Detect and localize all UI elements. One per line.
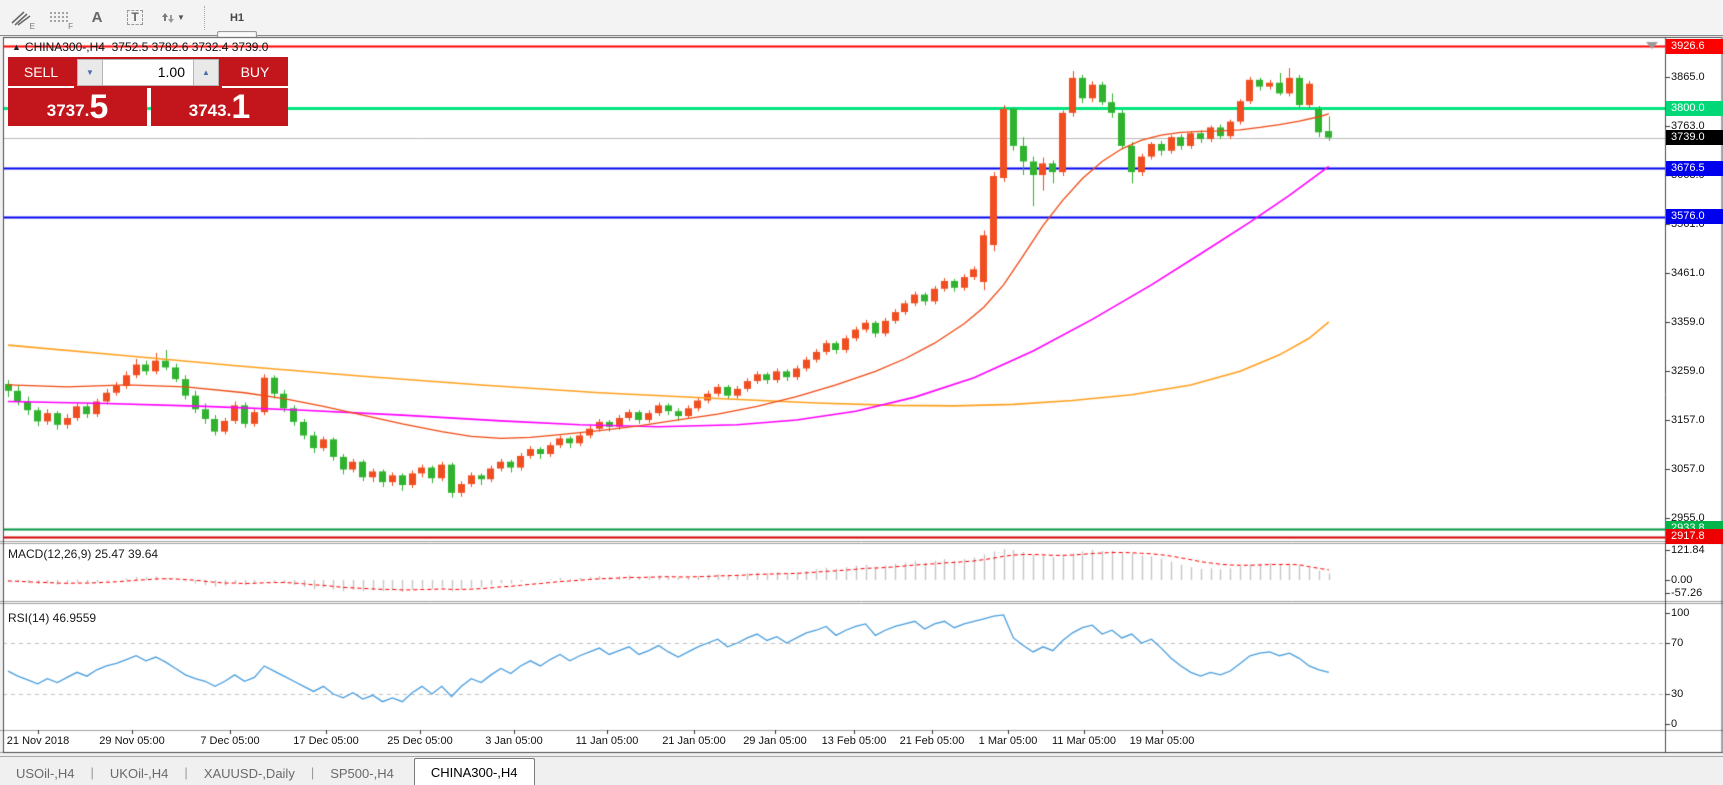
price-axis-tick-label: 3461.0 (1671, 267, 1705, 279)
time-axis-label: 3 Jan 05:00 (485, 735, 543, 747)
time-axis-label: 29 Nov 05:00 (99, 735, 165, 747)
time-axis-label: 13 Feb 05:00 (821, 735, 887, 747)
time-axis-label: 1 Mar 05:00 (978, 735, 1038, 747)
tab-ukoil-h4[interactable]: UKOil-,H4 (109, 766, 169, 781)
rsi-scale-label: 30 (1671, 688, 1684, 700)
price-level-label-2917.8: 2917.8 (1666, 529, 1723, 545)
macd-scale-label: -57.26 (1671, 587, 1703, 599)
price-axis-tick-label: 3763.0 (1671, 120, 1705, 132)
buy-price-pip: 1 (231, 88, 251, 126)
price-level-label-3926.6: 3926.6 (1666, 38, 1723, 54)
price-axis-tick-label: 2955.0 (1671, 512, 1705, 524)
price-axis-tick-label: 3157.0 (1671, 414, 1705, 426)
price-axis-tick-label: 3865.0 (1671, 71, 1705, 83)
time-axis-label: 25 Dec 05:00 (387, 735, 453, 747)
time-axis-label: 21 Jan 05:00 (662, 735, 726, 747)
price-axis[interactable]: 3865.03763.03663.03561.03461.03359.03259… (1666, 36, 1723, 752)
time-axis-label: 19 Mar 05:00 (1129, 735, 1195, 747)
volume-input[interactable]: 1.00 (103, 59, 193, 86)
tab-separator: | (310, 765, 315, 780)
price-level-label-3676.5: 3676.5 (1666, 160, 1723, 176)
rsi-scale-label: 100 (1671, 607, 1690, 619)
sell-price[interactable]: 3737. 5 (8, 88, 147, 126)
macd-scale-label: 121.84 (1671, 544, 1705, 556)
price-axis-tick-label: 3259.0 (1671, 365, 1705, 377)
time-axis-label: 21 Nov 2018 (6, 735, 70, 747)
price-level-label-3800.0: 3800.0 (1666, 100, 1723, 116)
chart-ohlc-values: 3752.5 3782.6 3732.4 3739.0 (111, 40, 269, 54)
volume-increase-button[interactable]: ▲ (193, 59, 219, 86)
chart-title: ▲ CHINA300-,H4 3752.5 3782.6 3732.4 3739.… (12, 40, 268, 54)
tab-separator: | (184, 765, 188, 780)
rsi-scale-label: 70 (1671, 637, 1684, 649)
rsi-scale-label: 0 (1671, 718, 1678, 730)
tab-china300-h4[interactable]: CHINA300-,H4 (413, 758, 535, 785)
time-axis-label: 21 Feb 05:00 (899, 735, 965, 747)
macd-scale-label: 0.00 (1671, 574, 1693, 586)
buy-price[interactable]: 3743. 1 (151, 88, 288, 126)
collapse-triangle-icon: ▲ (12, 42, 21, 52)
time-axis-label: 11 Jan 05:00 (575, 735, 639, 747)
chart-tab-bar: USOil-,H4 | UKOil-,H4 | XAUUSD-,Daily | SP500-… (0, 756, 1723, 785)
chart-symbol-label: CHINA300-,H4 (24, 40, 105, 54)
tab-sp500-h4[interactable]: SP500-,H4 (330, 766, 394, 781)
volume-decrease-button[interactable]: ▼ (77, 59, 103, 86)
rsi-indicator-label: RSI(14) 46.9559 (8, 611, 97, 625)
one-click-trade-panel: SELL ▼ 1.00 ▲ BUY 3737. 5 3743. 1 (8, 57, 288, 126)
price-level-label-3739.0: 3739.0 (1666, 130, 1723, 146)
time-axis-label: 29 Jan 05:00 (743, 735, 807, 747)
sell-price-pip: 5 (89, 88, 109, 126)
buy-price-main: 3743. (188, 101, 232, 120)
sell-price-main: 3737. (46, 101, 90, 120)
price-axis-tick-label: 3057.0 (1671, 463, 1705, 475)
price-axis-tick-label: 3359.0 (1671, 316, 1705, 328)
tab-usoil-h4[interactable]: USOil-,H4 (16, 766, 75, 781)
time-axis[interactable]: 21 Nov 2018 29 Nov 05:00 7 Dec 05:00 17 Dec… (0, 732, 1665, 753)
buy-button[interactable]: BUY (222, 57, 288, 88)
price-level-label-3576.0: 3576.0 (1666, 209, 1723, 225)
time-axis-label: 7 Dec 05:00 (200, 735, 260, 747)
macd-indicator-label: MACD(12,26,9) 25.47 39.64 (8, 547, 159, 561)
volume-spinner: ▼ 1.00 ▲ (74, 57, 222, 88)
tab-xauusd-daily[interactable]: XAUUSD-,Daily (203, 766, 295, 781)
sell-button[interactable]: SELL (8, 57, 74, 88)
time-axis-label: 11 Mar 05:00 (1051, 735, 1117, 747)
time-axis-label: 17 Dec 05:00 (293, 735, 359, 747)
tab-separator: | (90, 765, 94, 780)
